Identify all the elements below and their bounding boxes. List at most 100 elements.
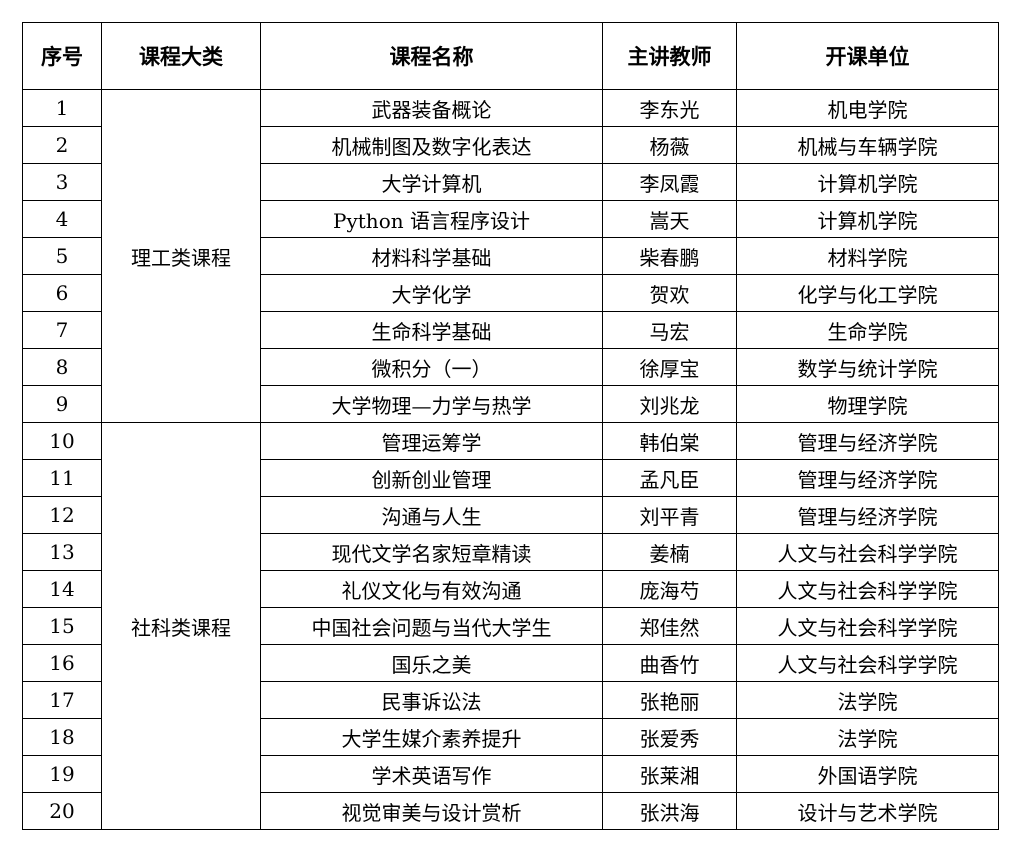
cell-department: 管理与经济学院 — [736, 496, 999, 534]
cell-index: 15 — [22, 607, 102, 645]
cell-course-name: 大学计算机 — [260, 163, 603, 201]
cell-course-name: 沟通与人生 — [260, 496, 603, 534]
table-row: 2 机械制图及数字化表达 杨薇 机械与车辆学院 — [22, 126, 999, 164]
cell-teacher: 张莱湘 — [602, 755, 737, 793]
cell-department: 机电学院 — [736, 89, 999, 127]
cell-course-name: 大学化学 — [260, 274, 603, 312]
cell-teacher: 马宏 — [602, 311, 737, 349]
table-row: 18 大学生媒介素养提升 张爱秀 法学院 — [22, 718, 999, 756]
table-row: 20 视觉审美与设计赏析 张洪海 设计与艺术学院 — [22, 792, 999, 830]
table-row: 3 大学计算机 李凤霞 计算机学院 — [22, 163, 999, 201]
cell-teacher: 李东光 — [602, 89, 737, 127]
cell-department: 物理学院 — [736, 385, 999, 423]
cell-course-name: 礼仪文化与有效沟通 — [260, 570, 603, 608]
header-course-name: 课程名称 — [260, 22, 603, 90]
header-row: 序号 课程大类 课程名称 主讲教师 开课单位 — [22, 22, 999, 90]
cell-category: 社科类课程 — [101, 422, 261, 830]
cell-department: 化学与化工学院 — [736, 274, 999, 312]
cell-index: 1 — [22, 89, 102, 127]
cell-teacher: 徐厚宝 — [602, 348, 737, 386]
cell-teacher: 张爱秀 — [602, 718, 737, 756]
table-row: 15 中国社会问题与当代大学生 郑佳然 人文与社会科学学院 — [22, 607, 999, 645]
cell-teacher: 姜楠 — [602, 533, 737, 571]
cell-teacher: 杨薇 — [602, 126, 737, 164]
cell-course-name: 材料科学基础 — [260, 237, 603, 275]
cell-teacher: 曲香竹 — [602, 644, 737, 682]
cell-index: 16 — [22, 644, 102, 682]
cell-index: 4 — [22, 200, 102, 238]
cell-index: 13 — [22, 533, 102, 571]
cell-index: 5 — [22, 237, 102, 275]
table-row: 8 微积分（一） 徐厚宝 数学与统计学院 — [22, 348, 999, 386]
cell-teacher: 李凤霞 — [602, 163, 737, 201]
cell-course-name: 现代文学名家短章精读 — [260, 533, 603, 571]
cell-index: 17 — [22, 681, 102, 719]
cell-index: 10 — [22, 422, 102, 460]
cell-course-name: 中国社会问题与当代大学生 — [260, 607, 603, 645]
cell-teacher: 刘兆龙 — [602, 385, 737, 423]
table-row: 6 大学化学 贺欢 化学与化工学院 — [22, 274, 999, 312]
cell-teacher: 张洪海 — [602, 792, 737, 830]
cell-course-name: 国乐之美 — [260, 644, 603, 682]
table-row: 17 民事诉讼法 张艳丽 法学院 — [22, 681, 999, 719]
cell-course-name: 管理运筹学 — [260, 422, 603, 460]
cell-department: 人文与社会科学学院 — [736, 607, 999, 645]
header-teacher: 主讲教师 — [602, 22, 737, 90]
cell-index: 18 — [22, 718, 102, 756]
course-table: 序号 课程大类 课程名称 主讲教师 开课单位 1 理工类课程 武器装备概论 李东光 机电… — [22, 22, 999, 830]
cell-course-name: 视觉审美与设计赏析 — [260, 792, 603, 830]
cell-teacher: 柴春鹏 — [602, 237, 737, 275]
cell-department: 机械与车辆学院 — [736, 126, 999, 164]
table-row: 10 社科类课程 管理运筹学 韩伯棠 管理与经济学院 — [22, 422, 999, 830]
cell-department: 数学与统计学院 — [736, 348, 999, 386]
cell-course-name: 机械制图及数字化表达 — [260, 126, 603, 164]
cell-department: 人文与社会科学学院 — [736, 644, 999, 682]
cell-teacher: 张艳丽 — [602, 681, 737, 719]
cell-department: 材料学院 — [736, 237, 999, 275]
cell-teacher: 贺欢 — [602, 274, 737, 312]
table-row: 14 礼仪文化与有效沟通 庞海芍 人文与社会科学学院 — [22, 570, 999, 608]
table-row: 4 Python 语言程序设计 嵩天 计算机学院 — [22, 200, 999, 238]
cell-index: 8 — [22, 348, 102, 386]
cell-teacher: 韩伯棠 — [602, 422, 737, 460]
cell-course-name: 大学物理—力学与热学 — [260, 385, 603, 423]
cell-index: 12 — [22, 496, 102, 534]
cell-teacher: 孟凡臣 — [602, 459, 737, 497]
cell-category: 理工类课程 — [101, 89, 261, 423]
cell-index: 7 — [22, 311, 102, 349]
table-row: 19 学术英语写作 张莱湘 外国语学院 — [22, 755, 999, 793]
cell-course-name: 学术英语写作 — [260, 755, 603, 793]
header-index: 序号 — [22, 22, 102, 90]
cell-course-name: 大学生媒介素养提升 — [260, 718, 603, 756]
cell-index: 6 — [22, 274, 102, 312]
cell-index: 9 — [22, 385, 102, 423]
cell-department: 管理与经济学院 — [736, 422, 999, 460]
cell-course-name: 生命科学基础 — [260, 311, 603, 349]
cell-department: 法学院 — [736, 681, 999, 719]
header-category: 课程大类 — [101, 22, 261, 90]
table-row: 5 材料科学基础 柴春鹏 材料学院 — [22, 237, 999, 275]
cell-department: 生命学院 — [736, 311, 999, 349]
cell-department: 设计与艺术学院 — [736, 792, 999, 830]
table-row: 16 国乐之美 曲香竹 人文与社会科学学院 — [22, 644, 999, 682]
cell-department: 人文与社会科学学院 — [736, 570, 999, 608]
header-department: 开课单位 — [736, 22, 999, 90]
cell-department: 管理与经济学院 — [736, 459, 999, 497]
cell-teacher: 刘平青 — [602, 496, 737, 534]
table-row: 9 大学物理—力学与热学 刘兆龙 物理学院 — [22, 385, 999, 423]
cell-course-name: 微积分（一） — [260, 348, 603, 386]
cell-index: 11 — [22, 459, 102, 497]
table-row: 13 现代文学名家短章精读 姜楠 人文与社会科学学院 — [22, 533, 999, 571]
cell-course-name: 创新创业管理 — [260, 459, 603, 497]
cell-teacher: 庞海芍 — [602, 570, 737, 608]
cell-teacher: 嵩天 — [602, 200, 737, 238]
cell-department: 法学院 — [736, 718, 999, 756]
cell-teacher: 郑佳然 — [602, 607, 737, 645]
cell-course-name: 武器装备概论 — [260, 89, 603, 127]
cell-course-name: 民事诉讼法 — [260, 681, 603, 719]
cell-index: 20 — [22, 792, 102, 830]
cell-department: 外国语学院 — [736, 755, 999, 793]
cell-index: 19 — [22, 755, 102, 793]
cell-index: 14 — [22, 570, 102, 608]
cell-department: 计算机学院 — [736, 163, 999, 201]
